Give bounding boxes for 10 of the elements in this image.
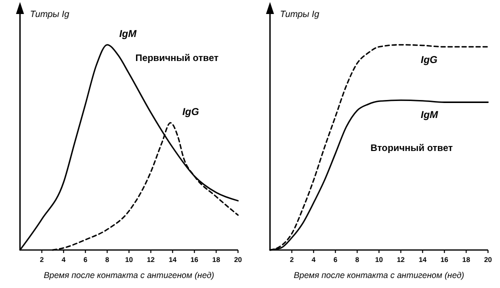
annotation: Вторичный ответ	[370, 142, 454, 154]
annotation: Первичный ответ	[135, 53, 219, 64]
x-axis-title: Время после контакта с антигеном (нед)	[294, 270, 464, 280]
x-axis-title: Время после контакта с антигеном (нед)	[44, 270, 214, 280]
series-label: IgG	[420, 54, 438, 66]
series-label: IgM	[119, 28, 138, 40]
series-label: IgM	[420, 110, 439, 122]
y-axis-title: Титры Ig	[280, 9, 320, 19]
series-label: IgG	[182, 106, 200, 118]
y-axis-title: Титры Ig	[30, 9, 70, 19]
